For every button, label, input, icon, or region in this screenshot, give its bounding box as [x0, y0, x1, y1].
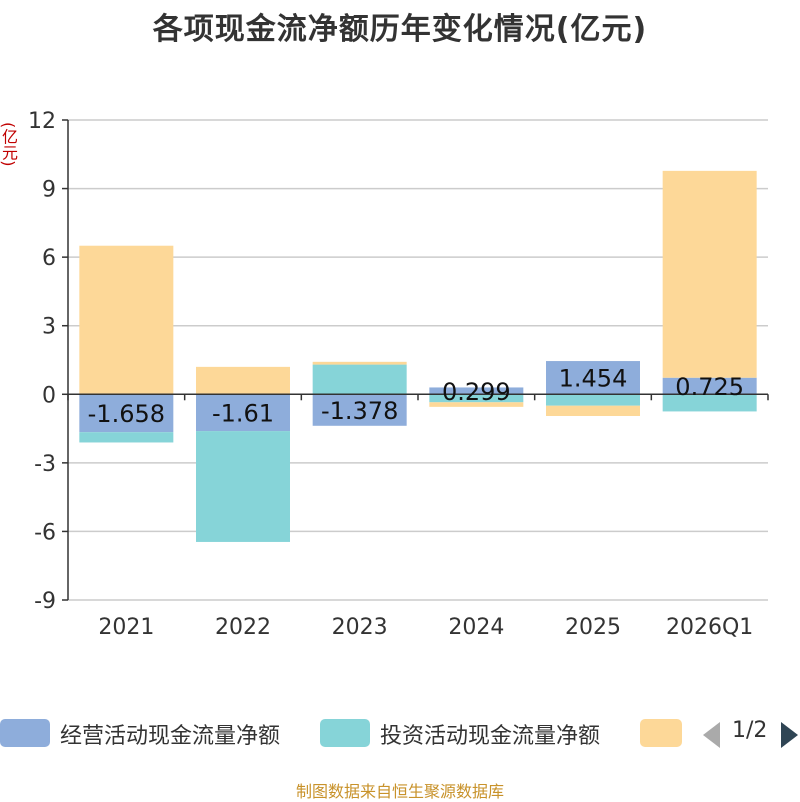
- y-tick-label: -3: [34, 452, 56, 477]
- y-tick-label: 3: [42, 315, 56, 340]
- x-tick-label: 2021: [98, 615, 154, 640]
- x-tick-label: 2024: [448, 615, 504, 640]
- bar-series-1[interactable]: [429, 394, 524, 403]
- y-axis-unit-label: (亿元): [0, 122, 18, 167]
- legend-swatch-operating[interactable]: [0, 719, 50, 747]
- bar-series-2[interactable]: [79, 245, 174, 395]
- bar-series-0[interactable]: [312, 394, 407, 426]
- bar-series-1[interactable]: [79, 432, 174, 443]
- triangle-right-icon[interactable]: [778, 720, 800, 750]
- x-tick-label: 2023: [332, 615, 388, 640]
- legend-swatch-investing[interactable]: [320, 719, 370, 747]
- bar-series-0[interactable]: [429, 387, 524, 395]
- triangle-left-icon[interactable]: [700, 720, 722, 750]
- data-label: -1.658: [88, 400, 165, 428]
- bar-series-0[interactable]: [79, 394, 174, 433]
- x-tick-label: 2026Q1: [666, 615, 753, 640]
- y-tick-label: 12: [28, 109, 56, 134]
- data-label: -1.61: [212, 400, 274, 428]
- bar-series-1[interactable]: [312, 364, 407, 395]
- y-tick-label: 9: [42, 178, 56, 203]
- bar-series-1[interactable]: [196, 431, 290, 542]
- data-source-note: 制图数据来自恒生聚源数据库: [295, 782, 504, 801]
- bar-series-2[interactable]: [196, 366, 290, 395]
- data-label: 0.725: [675, 373, 744, 401]
- legend-label-investing[interactable]: 投资活动现金流量净额: [380, 724, 601, 749]
- y-tick-label: 6: [42, 246, 56, 271]
- axis-layer: 12 9 6 3 0 -3 -6 -9 2021 2022 2023 2024 2025 2026Q1: [28, 109, 769, 640]
- bar-layer: [79, 170, 757, 542]
- bar-series-1[interactable]: [546, 394, 640, 406]
- y-tick-label: -9: [34, 589, 56, 614]
- data-label-layer: -1.658 -1.61 -1.378 0.299 1.454 0.725: [88, 365, 744, 429]
- bar-series-1[interactable]: [662, 394, 757, 412]
- data-label: 0.299: [442, 378, 511, 406]
- x-tick-label: 2022: [215, 615, 271, 640]
- chart-title: 各项现金流净额历年变化情况(亿元): [152, 12, 648, 47]
- data-label: -1.378: [321, 397, 398, 425]
- y-tick-label: 0: [42, 383, 56, 408]
- data-label: 1.454: [559, 365, 628, 393]
- bar-series-2[interactable]: [429, 402, 524, 407]
- bar-series-0[interactable]: [662, 377, 757, 395]
- grid-layer: [68, 119, 768, 601]
- bar-series-0[interactable]: [546, 361, 640, 395]
- x-tick-label: 2025: [565, 615, 621, 640]
- bar-series-2[interactable]: [662, 170, 757, 378]
- y-tick-label: -6: [34, 520, 56, 545]
- legend-page-indicator: 1/2: [732, 718, 768, 743]
- bar-series-2[interactable]: [312, 361, 407, 365]
- bar-series-2[interactable]: [546, 405, 640, 416]
- legend-swatch-financing[interactable]: [640, 719, 682, 747]
- legend-label-operating[interactable]: 经营活动现金流量净额: [60, 724, 281, 749]
- bar-series-0[interactable]: [196, 394, 290, 432]
